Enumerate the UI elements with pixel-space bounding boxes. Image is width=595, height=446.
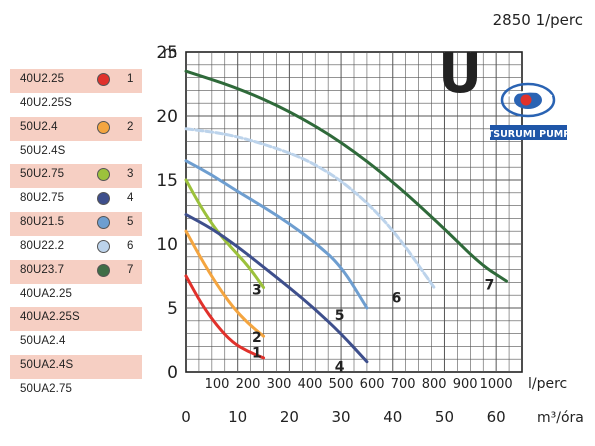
legend-row: 80U2.75 4	[10, 188, 142, 212]
legend-model-name: 50UA2.75	[20, 382, 72, 395]
legend-curve-number: 4	[127, 192, 134, 205]
legend-row: 50UA2.4S	[10, 355, 142, 379]
legend-curve-number: 2	[127, 120, 134, 133]
legend-row: 50U2.4S	[10, 141, 142, 165]
legend-color-dot	[97, 263, 110, 277]
legend-curve-number: 1	[127, 73, 134, 85]
legend-curve-number: 6	[127, 239, 134, 252]
curve-number-label: 2	[252, 330, 262, 346]
curve-7	[184, 69, 508, 283]
x-tick-label: 30	[332, 408, 351, 426]
x-tick-label: 40	[383, 408, 402, 426]
legend-row: 80U23.7 7	[10, 259, 142, 284]
legend-row: 50UA2.75	[10, 379, 142, 403]
legend-curve-number: 3	[127, 168, 134, 181]
legend-model-name: 80U22.2	[20, 239, 65, 252]
legend-model-name: 80U23.7	[20, 263, 65, 276]
legend-model-name: 50U2.75	[20, 168, 65, 181]
x-top-tick-label: 900	[453, 377, 478, 392]
curve-number-label: 7	[485, 278, 495, 294]
legend-color-dot	[97, 168, 110, 182]
curve-5	[184, 159, 369, 310]
legend-model-name: 40UA2.25	[20, 287, 72, 300]
brand-name: TSURUMI PUMP	[487, 129, 570, 140]
x-tick-label: 0	[181, 408, 191, 426]
curve-6	[184, 127, 436, 290]
legend-row: 80U22.2 6	[10, 236, 142, 260]
legend-row: 50UA2.4	[10, 331, 142, 355]
x-top-tick-label: 200	[236, 377, 261, 392]
legend-curve-number: 7	[127, 263, 134, 276]
curve-number-label: 1	[252, 345, 262, 361]
chart-curves	[184, 69, 508, 364]
x-tick-label: 10	[228, 408, 247, 426]
legend-model-name: 50U2.4S	[20, 144, 66, 157]
curve-4	[184, 213, 369, 364]
legend-row: 40U2.25S	[10, 93, 142, 117]
x-top-tick-label: 700	[391, 377, 416, 392]
legend-color-dot	[97, 73, 110, 86]
curve-number-label: 3	[252, 283, 262, 299]
legend-row: 50U2.75 3	[10, 164, 142, 189]
curve-number-label: 6	[392, 290, 402, 306]
curve-number-label: 4	[335, 359, 345, 375]
legend-model-name: 40UA2.25S	[20, 311, 80, 324]
legend-model-name: 80U2.75	[20, 192, 65, 205]
x-top-tick-label: 500	[329, 377, 354, 392]
curve-2	[184, 229, 266, 338]
x-top-tick-label: 600	[360, 377, 385, 392]
legend-curve-number: 5	[127, 216, 134, 229]
legend-model-name: 50U2.4	[20, 120, 58, 133]
y-tick-label: 5	[167, 299, 178, 319]
legend-color-dot	[97, 120, 110, 134]
x-bottom-unit-label: m³/óra	[537, 410, 584, 426]
curve-number-label: 5	[335, 308, 345, 324]
y-tick-label: 15	[156, 171, 178, 191]
legend-row: 40UA2.25	[10, 284, 142, 308]
x-tick-label: 20	[280, 408, 299, 426]
chart-title: 2850 1/perc	[493, 11, 583, 29]
y-tick-label: 20	[156, 107, 178, 127]
legend-model-name: 40U2.25	[20, 73, 65, 85]
x-top-tick-label: 400	[298, 377, 323, 392]
curve-1	[184, 274, 266, 360]
legend-color-dot	[97, 239, 110, 253]
x-top-tick-label: 100	[205, 377, 230, 392]
legend-model-name: 50UA2.4	[20, 335, 66, 348]
y-unit-label: m	[163, 43, 178, 61]
x-top-tick-label: 800	[422, 377, 447, 392]
x-top-tick-label: 300	[267, 377, 292, 392]
x-top-tick-label: 1000	[480, 377, 513, 392]
x-top-unit-label: l/perc	[528, 376, 567, 392]
legend-row: 40U2.25 1	[10, 69, 142, 93]
logo-letter: U	[438, 42, 482, 105]
legend-model-name: 40U2.25S	[20, 96, 72, 109]
legend-row: 40UA2.25S	[10, 307, 142, 332]
legend-model-name: 80U21.5	[20, 216, 65, 229]
legend-row: 50U2.4 2	[10, 116, 142, 141]
y-tick-label: 0	[167, 363, 178, 383]
tsurumi-logo: TSURUMI PUMP	[487, 82, 570, 140]
x-tick-label: 60	[487, 408, 506, 426]
model-legend: 40U2.25 1 40U2.25S 50U2.4 2 50U2.4S 50U2.75 3 80…	[10, 69, 142, 403]
legend-color-dot	[97, 192, 110, 206]
legend-row: 80U21.5 5	[10, 212, 142, 236]
y-tick-label: 10	[156, 235, 178, 255]
legend-model-name: 50UA2.4S	[20, 359, 74, 372]
legend-color-dot	[97, 216, 110, 230]
y-tick-label: 25	[156, 43, 178, 63]
x-tick-label: 50	[435, 408, 454, 426]
